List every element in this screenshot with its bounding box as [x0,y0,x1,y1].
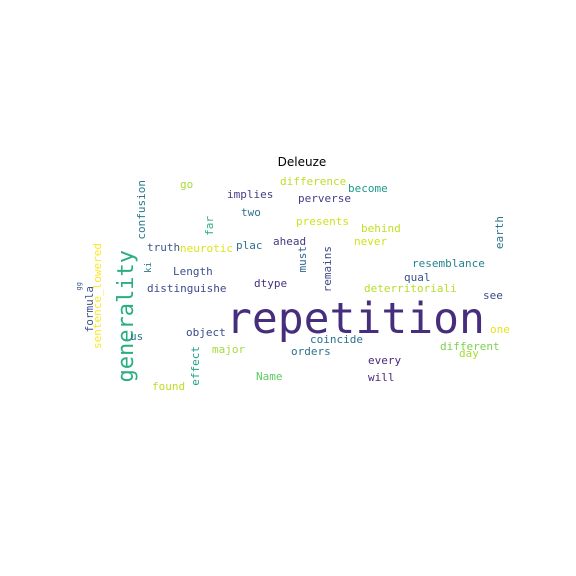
word-object: object [186,326,226,339]
word-never: never [354,235,388,248]
word-major: major [212,343,246,356]
word-name: Name [256,370,283,383]
word-earth: earth [493,216,506,250]
word-effect: effect [189,346,202,386]
word-resemblance: resemblance [412,257,485,270]
word-will: will [368,371,395,384]
word-orders: orders [291,345,331,358]
word-far: far [203,216,216,236]
word-presents: presents [296,215,349,228]
word-behind: behind [361,222,401,235]
word-found: found [152,380,186,393]
word-length: Length [173,265,213,278]
word-different: different [440,340,500,353]
word-difference: difference [280,175,347,188]
word-ki: ki [144,262,154,273]
word-plac: plac [236,239,263,252]
word-ahead: ahead [273,235,307,248]
word-confusion: confusion [135,180,148,240]
word-truth: truth [147,241,181,254]
word-gg: gg [75,282,83,291]
word-dtype: dtype [254,277,288,290]
word-deterritoriali: deterritoriali [364,282,457,295]
word-coincide: coincide [310,333,363,346]
word-neurotic: neurotic [180,242,233,255]
page-title: Deleuze [277,155,327,169]
word-implies: implies [227,188,274,201]
word-generality: generality [114,250,139,383]
word-two: two [241,206,261,219]
word-become: become [348,182,388,195]
word-see: see [483,289,503,302]
word-must: must [296,246,309,273]
word-perverse: perverse [298,192,351,205]
word-formula: formula [83,286,96,333]
word-qual: qual [404,271,431,284]
word-every: every [368,354,402,367]
word-day: day [459,347,479,360]
word-us: us [130,330,144,343]
word-remains: remains [321,246,334,293]
word-repetition: repetition [226,294,485,344]
word-distinguishe: distinguishe [147,282,227,295]
word-go: go [180,178,194,191]
word-one: one [490,323,510,336]
